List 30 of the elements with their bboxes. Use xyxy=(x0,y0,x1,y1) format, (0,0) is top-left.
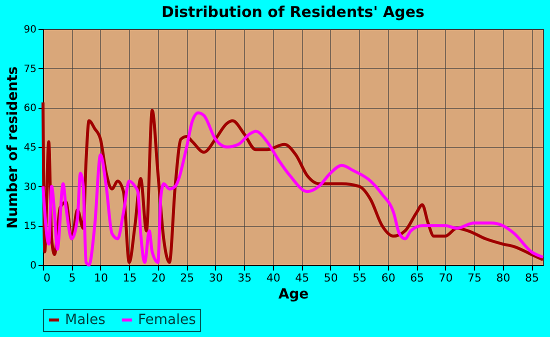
x-tick-label: 65 xyxy=(410,272,424,284)
x-tick-label: 30 xyxy=(208,272,223,284)
y-axis-title: Number of residents xyxy=(4,66,21,229)
chart-title: Distribution of Residents' Ages xyxy=(162,3,425,21)
y-tick-label: 45 xyxy=(24,142,36,154)
x-tick-label: 10 xyxy=(94,272,108,284)
y-tick-label: 60 xyxy=(24,103,36,114)
legend-label: Females xyxy=(138,312,196,328)
x-axis-title: Age xyxy=(278,286,309,302)
x-tick-label: 50 xyxy=(324,272,338,284)
y-tick-label: 90 xyxy=(24,24,36,36)
x-tick-label: 20 xyxy=(151,272,166,284)
y-tick-label: 15 xyxy=(24,221,36,232)
legend-label: Males xyxy=(65,312,106,328)
x-tick-label: 0 xyxy=(44,272,50,284)
x-tick-label: 70 xyxy=(438,272,453,284)
x-tick-label: 60 xyxy=(381,272,396,284)
x-tick-label: 35 xyxy=(238,272,252,284)
y-tick-label: 30 xyxy=(24,182,36,193)
x-tick-label: 45 xyxy=(295,272,310,284)
x-tick-label: 55 xyxy=(352,272,367,284)
x-tick-label: 5 xyxy=(68,272,76,284)
x-tick-label: 85 xyxy=(525,272,540,284)
x-tick-label: 25 xyxy=(180,272,194,284)
x-tick-label: 15 xyxy=(122,272,137,284)
x-tick-label: 80 xyxy=(496,272,510,284)
x-tick-label: 75 xyxy=(468,272,482,284)
y-tick-label: 0 xyxy=(30,260,36,272)
x-tick-label: 40 xyxy=(266,272,280,284)
y-tick-label: 75 xyxy=(24,64,36,75)
